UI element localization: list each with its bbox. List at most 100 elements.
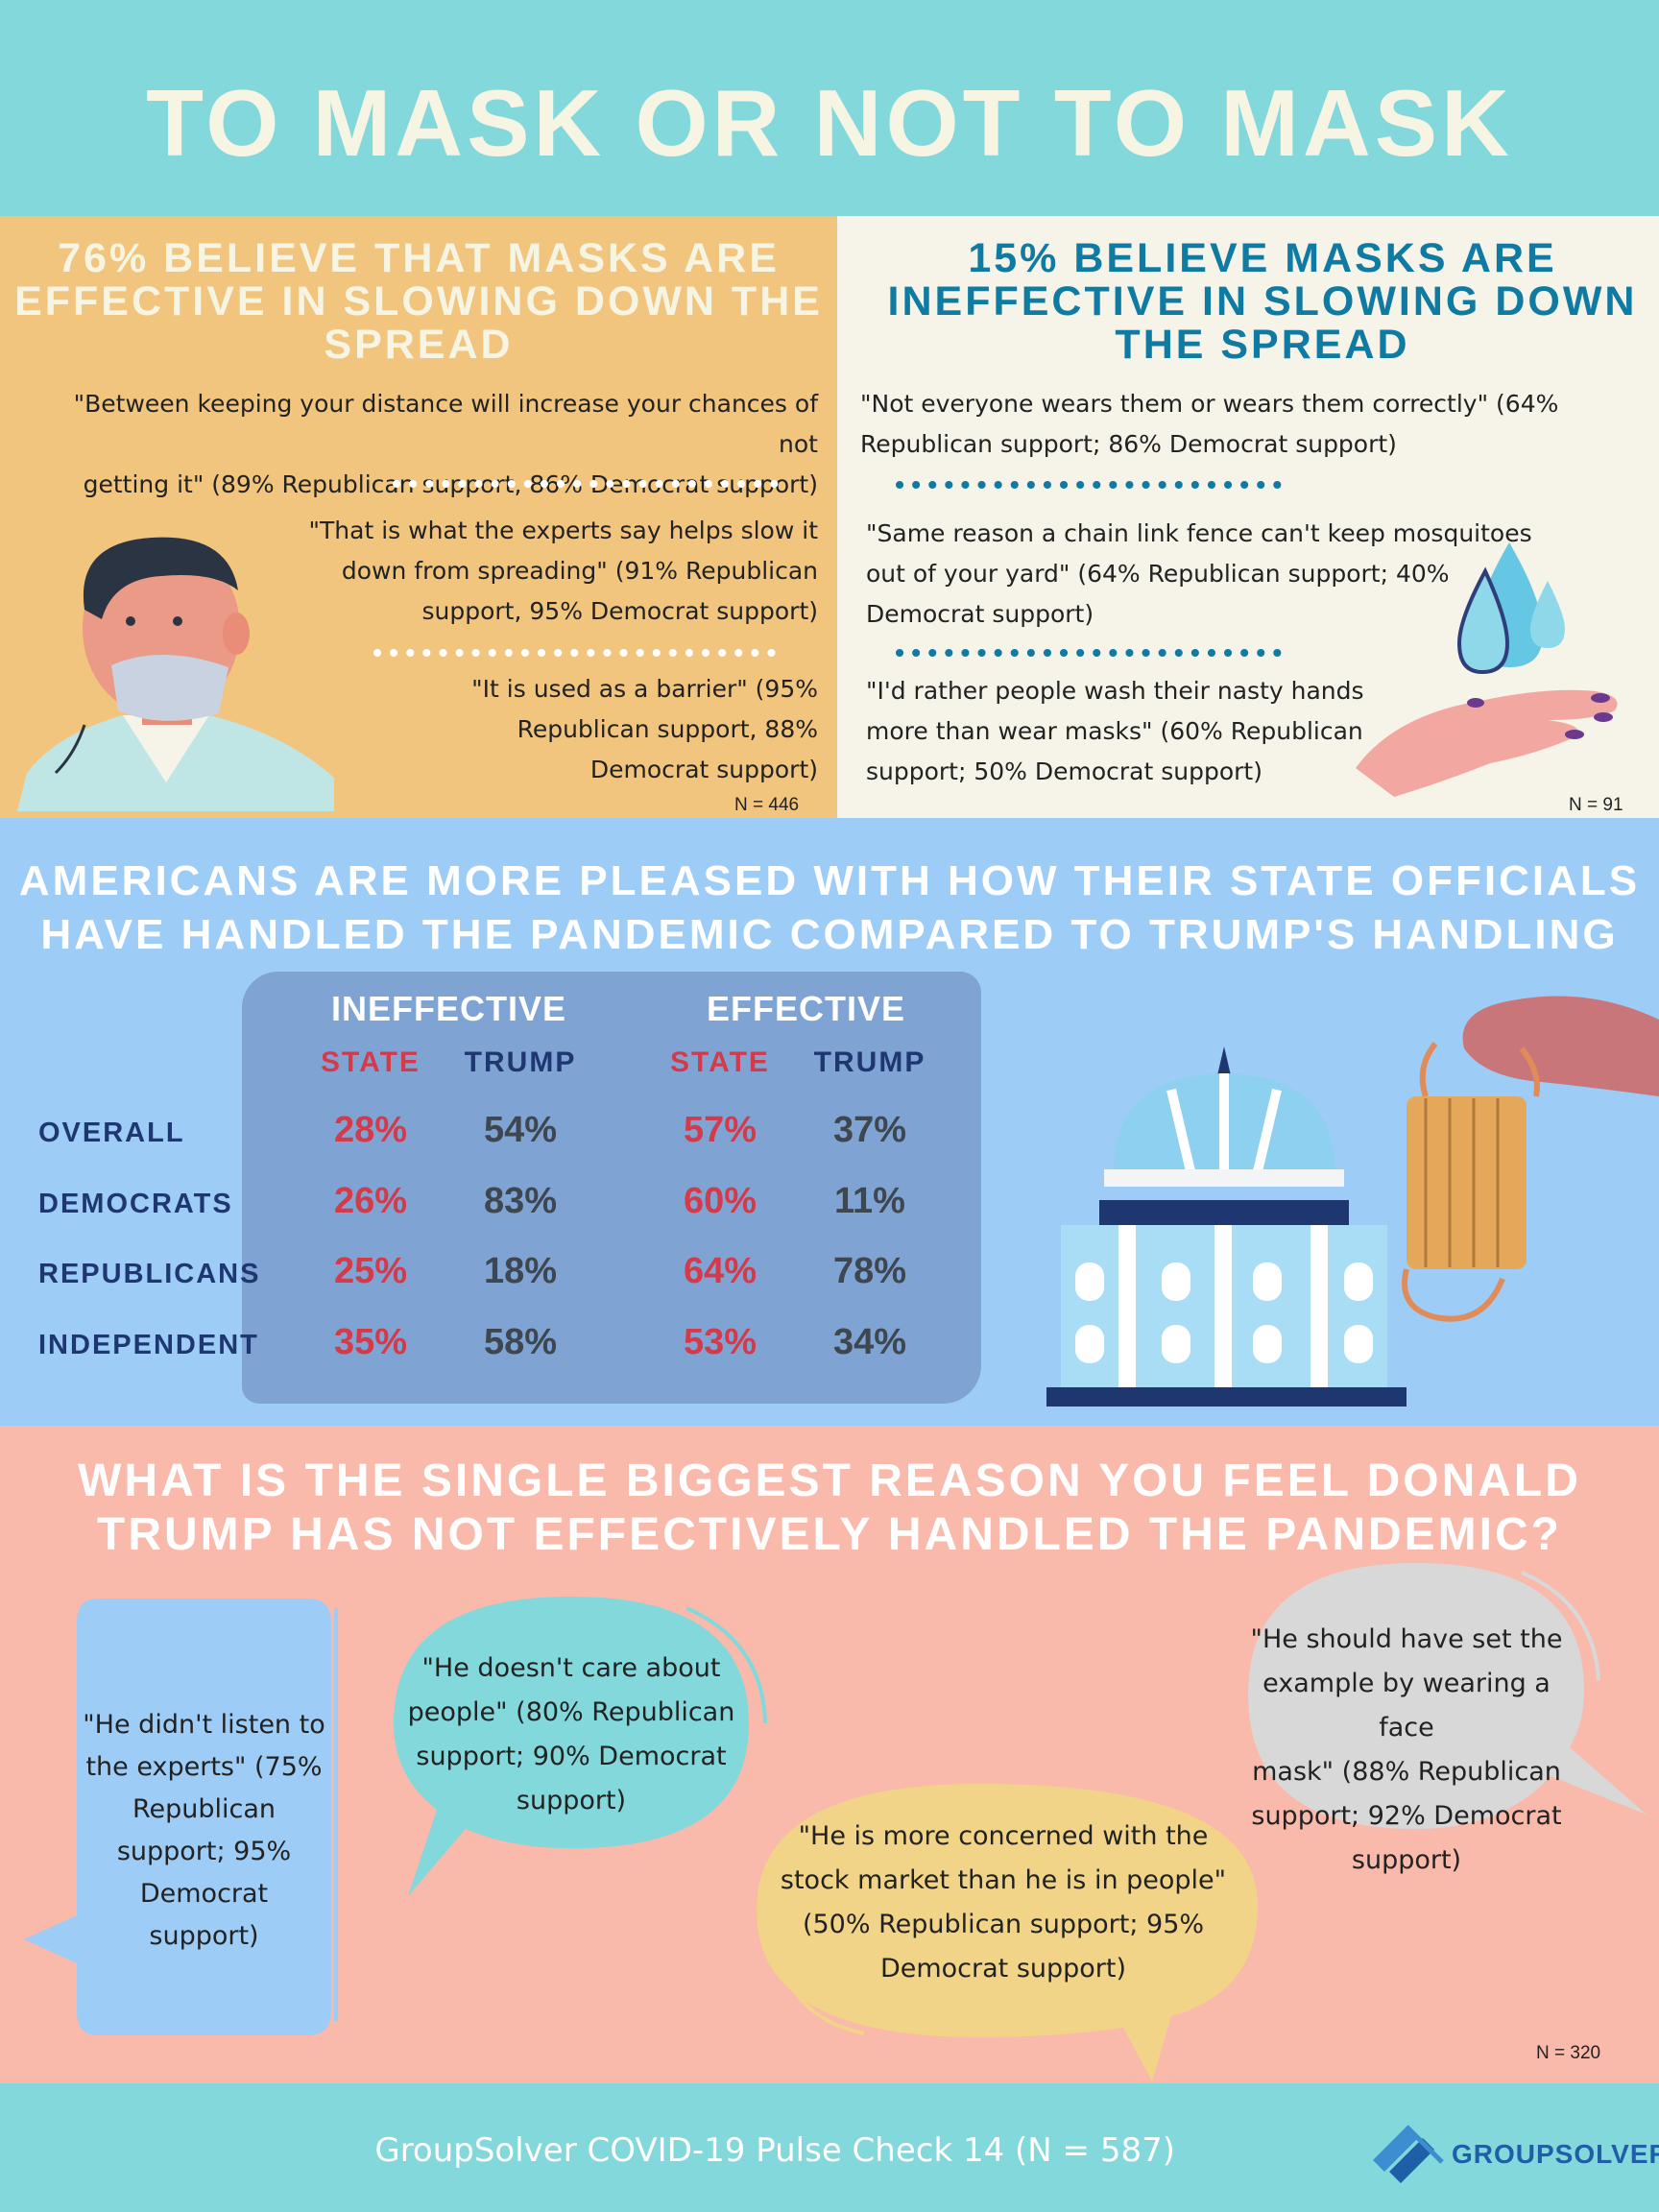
quote-line: "It is used as a barrier" (95% — [471, 675, 818, 703]
dotted-divider — [896, 649, 1297, 657]
reasons-heading: WHAT IS THE SINGLE BIGGEST REASON YOU FE… — [0, 1455, 1659, 1562]
quote-line: "Same reason a chain link fence can't ke… — [866, 519, 1532, 547]
column-header-trump: TRUMP — [813, 1046, 926, 1078]
column-header-state: STATE — [321, 1046, 421, 1078]
sample-size: N = 446 — [734, 795, 800, 815]
water-drops-icon — [1456, 542, 1565, 675]
hand-holding-mask-icon — [1402, 996, 1659, 1322]
quote-line: support; 50% Democrat support) — [866, 757, 1262, 785]
quote-line: example by wearing a face — [1262, 1669, 1551, 1743]
table-cell: 83% — [483, 1181, 558, 1221]
quote-line: "I'd rather people wash their nasty hand… — [866, 677, 1364, 705]
group-label-ineffective: INEFFECTIVE — [331, 989, 567, 1028]
row-label: REPUBLICANS — [38, 1259, 261, 1289]
table-cell: 37% — [832, 1110, 907, 1150]
quote-line: Democrat support) — [879, 1954, 1127, 1984]
table-cell: 34% — [832, 1322, 907, 1362]
brand-name: GROUPSOLVER — [1452, 2139, 1659, 2169]
quote-line: support) — [149, 1921, 259, 1951]
ineffective-heading: 15% BELIEVE MASKS ARE INEFFECTIVE IN SLO… — [866, 237, 1659, 367]
quote-line: down from spreading" (91% Republican — [341, 557, 818, 585]
effective-quote-2: "That is what the experts say helps slow… — [288, 511, 818, 632]
table-cell: 57% — [683, 1110, 757, 1150]
heading-line: THE SPREAD — [1115, 322, 1410, 368]
quote-line: stock market than he is in people" — [780, 1865, 1227, 1895]
table-cell: 53% — [683, 1322, 757, 1362]
table-cell: 58% — [483, 1322, 558, 1362]
dotted-divider — [373, 649, 784, 657]
speech-bubble — [24, 1599, 338, 2035]
results-table-background — [242, 972, 981, 1404]
quote-line: support) — [1351, 1845, 1462, 1875]
table-cell: 60% — [683, 1181, 757, 1221]
open-hand-icon — [1356, 689, 1618, 797]
capitol-building-icon — [1046, 1046, 1407, 1407]
heading-line: 15% BELIEVE MASKS ARE — [968, 235, 1557, 281]
group-label-effective: EFFECTIVE — [707, 989, 906, 1028]
quote-line: Republican — [132, 1794, 276, 1824]
table-cell: 78% — [832, 1251, 907, 1291]
groupsolver-logo-icon — [1373, 2125, 1444, 2183]
quote-line: out of your yard" (64% Republican suppor… — [866, 560, 1450, 588]
ineffective-quote-3: "I'd rather people wash their nasty hand… — [866, 671, 1404, 792]
heading-line: SPREAD — [324, 322, 514, 368]
officials-heading: AMERICANS ARE MORE PLEASED WITH HOW THEI… — [0, 854, 1659, 962]
table-cell: 26% — [333, 1181, 408, 1221]
heading-line: 76% BELIEVE THAT MASKS ARE — [58, 235, 780, 281]
dotted-divider — [896, 481, 1297, 489]
heading-line: TRUMP HAS NOT EFFECTIVELY HANDLED THE PA… — [97, 1509, 1562, 1560]
sample-size: N = 91 — [1569, 795, 1623, 815]
quote-line: the experts" (75% — [85, 1752, 323, 1782]
row-label: INDEPENDENT — [38, 1330, 259, 1360]
ineffective-quote-1: "Not everyone wears them or wears them c… — [860, 384, 1628, 465]
quote-line: Democrat — [139, 1879, 269, 1909]
quote-line: support; 92% Democrat — [1251, 1801, 1562, 1831]
quote-line: Democrat support) — [866, 600, 1094, 628]
quote-line: (50% Republican support; 95% — [802, 1910, 1205, 1939]
footer: GroupSolver COVID-19 Pulse Check 14 (N =… — [0, 2083, 1659, 2212]
quote-line: support; 95% — [116, 1837, 292, 1866]
quote-line: people" (80% Republican — [407, 1697, 735, 1727]
quote-line: support, 95% Democrat support) — [421, 597, 819, 625]
row-label: DEMOCRATS — [38, 1189, 233, 1219]
header: TO MASK OR NOT TO MASK — [0, 0, 1659, 216]
table-cell: 28% — [333, 1110, 408, 1150]
table-cell: 25% — [333, 1251, 408, 1291]
page-title: TO MASK OR NOT TO MASK — [146, 70, 1513, 176]
quote-line: Republican support; 86% Democrat support… — [860, 430, 1397, 458]
ineffective-panel: 15% BELIEVE MASKS ARE INEFFECTIVE IN SLO… — [837, 216, 1659, 818]
table-cell: 64% — [683, 1251, 757, 1291]
quote-line: "That is what the experts say helps slow… — [308, 517, 818, 544]
heading-line: WHAT IS THE SINGLE BIGGEST REASON YOU FE… — [78, 1455, 1581, 1506]
quote-line: Democrat support) — [589, 756, 818, 783]
reason-quote-3: "He is more concerned with the stock mar… — [773, 1815, 1234, 1991]
heading-line: HAVE HANDLED THE PANDEMIC COMPARED TO TR… — [40, 911, 1619, 958]
reason-quote-2: "He doesn't care about people" (80% Repu… — [394, 1647, 749, 1823]
quote-line: "He is more concerned with the — [798, 1821, 1209, 1851]
effective-quote-3: "It is used as a barrier" (95% Republica… — [384, 669, 818, 790]
quote-line: support; 90% Democrat — [416, 1742, 727, 1771]
reason-quote-1: "He didn't listen to the experts" (75% R… — [77, 1704, 331, 1958]
quote-line: "He should have set the — [1250, 1624, 1563, 1654]
column-header-state: STATE — [670, 1046, 770, 1078]
heading-line: AMERICANS ARE MORE PLEASED WITH HOW THEI… — [18, 857, 1641, 904]
quote-line: "He didn't listen to — [83, 1710, 325, 1740]
table-cell: 18% — [483, 1251, 558, 1291]
quote-line: more than wear masks" (60% Republican — [866, 717, 1363, 745]
footer-source: GroupSolver COVID-19 Pulse Check 14 (N =… — [374, 2131, 1175, 2170]
quote-line: "Between keeping your distance will incr… — [73, 390, 818, 458]
heading-line: EFFECTIVE IN SLOWING DOWN THE — [14, 278, 823, 325]
speech-bubble — [757, 1784, 1258, 2081]
table-cell: 54% — [483, 1110, 558, 1150]
effective-panel: 76% BELIEVE THAT MASKS ARE EFFECTIVE IN … — [0, 216, 837, 818]
sample-size: N = 320 — [1536, 2043, 1601, 2063]
quote-line: mask" (88% Republican — [1252, 1757, 1561, 1787]
quote-line: Republican support, 88% — [517, 715, 818, 743]
dotted-divider — [393, 480, 784, 488]
speech-bubble — [1248, 1563, 1647, 1829]
column-header-trump: TRUMP — [464, 1046, 577, 1078]
effective-heading: 76% BELIEVE THAT MASKS ARE EFFECTIVE IN … — [0, 237, 837, 367]
reasons-section: WHAT IS THE SINGLE BIGGEST REASON YOU FE… — [0, 1426, 1659, 2083]
quote-line: support) — [516, 1786, 627, 1815]
